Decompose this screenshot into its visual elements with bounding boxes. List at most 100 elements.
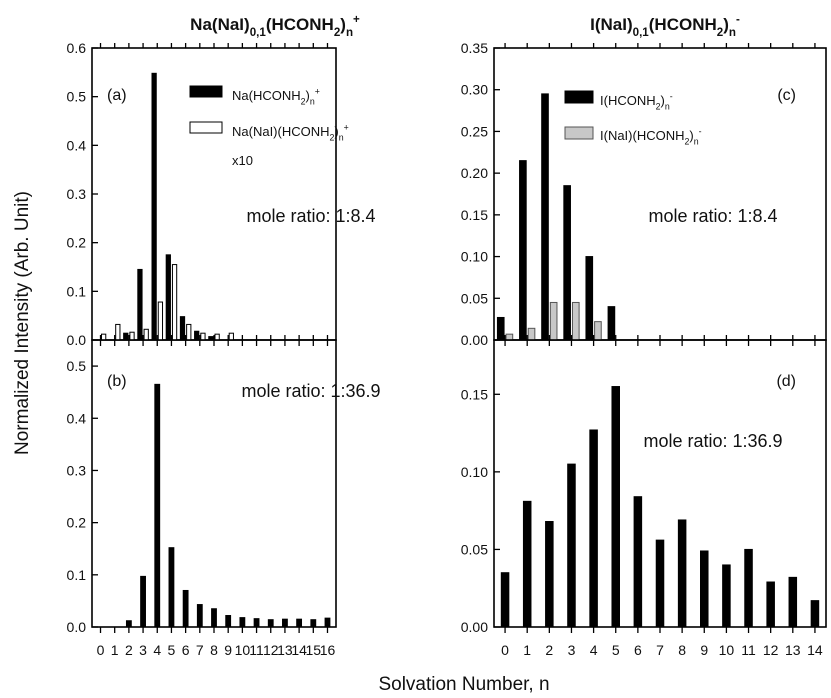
panel-c-y-tick-label: 0.05 bbox=[461, 290, 488, 306]
panel-a-y-tick-label: 0.0 bbox=[67, 332, 87, 348]
panel-a-y-tick-label: 0.2 bbox=[67, 235, 87, 251]
panel-b-bar-s1 bbox=[297, 619, 302, 627]
panel-b-x-tick-label: 7 bbox=[196, 642, 204, 658]
panel-d-bar-s1 bbox=[501, 573, 509, 627]
panel-c-bar-s2 bbox=[595, 322, 602, 340]
panel-c-legend-label-1: I(HCONH2)n- bbox=[600, 92, 673, 112]
panel-d-x-tick-label: 3 bbox=[568, 642, 576, 658]
panels-layer: 0.0 0.1 0.2 0.3 0.4 0.5 0.6 (a) mole ratio: 1:8.… bbox=[67, 13, 826, 658]
panel-a-bar-s1 bbox=[138, 269, 142, 340]
panel-c-y-tick-label: 0.00 bbox=[461, 332, 488, 348]
panel-b-x-tick-label: 16 bbox=[320, 642, 336, 658]
panel-c-bar-s2 bbox=[528, 328, 535, 340]
panel-d-x-tick-label: 7 bbox=[656, 642, 664, 658]
panel-d-bar-s1 bbox=[811, 601, 819, 627]
panel-b-x-tick-label: 9 bbox=[224, 642, 232, 658]
panel-c-bar-s1 bbox=[608, 307, 615, 340]
panel-c-bar-s1 bbox=[586, 257, 593, 340]
panel-a-annotation: mole ratio: 1:8.4 bbox=[246, 206, 375, 226]
panel-c-y-tick-label: 0.15 bbox=[461, 207, 488, 223]
panel-a-bar-s2 bbox=[102, 334, 106, 340]
panel-d-y-tick-label: 0.05 bbox=[461, 541, 488, 557]
panel-b-x-tick-label: 11 bbox=[249, 642, 264, 658]
panel-b-bar-s1 bbox=[155, 384, 160, 627]
panel-c-label: (c) bbox=[777, 87, 796, 104]
panel-c-bar-s2 bbox=[572, 302, 579, 340]
panel-c-y-tick-label: 0.10 bbox=[461, 249, 488, 265]
panel-d-bar-s1 bbox=[789, 577, 797, 627]
panel-d-x-tick-label: 11 bbox=[741, 642, 756, 658]
panel-b-y-tick-label: 0.1 bbox=[67, 567, 87, 583]
panel-c-column-title: I(NaI)0,1(HCONH2)n- bbox=[590, 13, 740, 39]
panel-a-legend-label-1: Na(HCONH2)n+ bbox=[232, 87, 320, 107]
panel-c-legend-swatch-2 bbox=[565, 127, 593, 139]
panel-b-y-tick-label: 0.0 bbox=[67, 619, 87, 635]
panel-a-label: (a) bbox=[107, 87, 127, 104]
panel-d-bar-s1 bbox=[523, 501, 531, 627]
panel-d-bar-s1 bbox=[745, 549, 753, 627]
panel-a-bar-s1 bbox=[166, 255, 170, 340]
panel-d-x-tick-label: 2 bbox=[545, 642, 553, 658]
panel-b-x-tick-label: 5 bbox=[168, 642, 176, 658]
panel-d-x-tick-label: 8 bbox=[678, 642, 686, 658]
panel-c-annotation: mole ratio: 1:8.4 bbox=[648, 206, 777, 226]
panel-a-legend-swatch-2 bbox=[190, 122, 222, 133]
panel-a-bar-s2 bbox=[229, 333, 233, 340]
panel-b-x-tick-label: 3 bbox=[139, 642, 147, 658]
panel-b-x-tick-label: 1 bbox=[111, 642, 119, 658]
panel-a-bar-s2 bbox=[215, 334, 219, 340]
panel-a-legend-swatch-1 bbox=[190, 86, 222, 97]
panel-b-y-tick-label: 0.4 bbox=[67, 410, 87, 426]
panel-b-bar-s1 bbox=[226, 616, 231, 627]
panel-a-y-tick-label: 0.5 bbox=[67, 89, 87, 105]
panel-a-y-tick-label: 0.4 bbox=[67, 137, 87, 153]
panel-b-bar-s1 bbox=[141, 576, 146, 627]
panel-d-x-tick-label: 12 bbox=[763, 642, 779, 658]
panel-b-bar-s1 bbox=[283, 619, 288, 627]
panel-d-x-tick-label: 10 bbox=[719, 642, 735, 658]
panel-d-x-tick-label: 1 bbox=[523, 642, 531, 658]
panel-c-bar-s1 bbox=[542, 94, 549, 340]
panel-b-bar-s1 bbox=[325, 618, 330, 627]
panel-b-bar-s1 bbox=[311, 620, 316, 627]
panel-b-y-tick-label: 0.2 bbox=[67, 515, 87, 531]
panel-d-x-tick-label: 4 bbox=[590, 642, 598, 658]
panel-d-x-tick-label: 5 bbox=[612, 642, 620, 658]
panel-a-bar-s1 bbox=[152, 73, 156, 340]
x-axis-title: Solvation Number, n bbox=[378, 674, 549, 695]
panel-d-x-tick-label: 14 bbox=[807, 642, 823, 658]
panel-b-bar-s1 bbox=[268, 620, 273, 627]
panel-d-x-tick-label: 9 bbox=[700, 642, 708, 658]
panel-c-bar-s1 bbox=[497, 317, 504, 340]
panel-c-y-tick-label: 0.35 bbox=[461, 40, 488, 56]
panel-d-bar-s1 bbox=[612, 387, 620, 627]
panel-d-label: (d) bbox=[776, 373, 796, 390]
panel-b-bar-s1 bbox=[212, 609, 217, 627]
panel-c-y-tick-label: 0.25 bbox=[461, 123, 488, 139]
panel-a-bar-s1 bbox=[180, 317, 184, 340]
panel-c-legend-label-2: I(NaI)(HCONH2)n- bbox=[600, 127, 702, 147]
panel-d-bar-s1 bbox=[656, 540, 664, 627]
panel-d-x-tick-label: 0 bbox=[501, 642, 509, 658]
panel-c-bar-s2 bbox=[506, 334, 513, 340]
panel-d-bar-s1 bbox=[634, 497, 642, 627]
panel-c-legend-swatch-1 bbox=[565, 91, 593, 103]
panel-a-y-tick-label: 0.6 bbox=[67, 40, 87, 56]
panel-b-bar-s1 bbox=[197, 605, 202, 627]
panel-d-bar-s1 bbox=[590, 430, 598, 627]
panel-a-bar-s2 bbox=[172, 265, 176, 340]
panel-b-bar-s1 bbox=[126, 621, 131, 627]
panel-a-y-tick-label: 0.3 bbox=[67, 186, 87, 202]
panel-a-legend-extra: x10 bbox=[232, 153, 253, 168]
panel-b-x-tick-label: 0 bbox=[97, 642, 105, 658]
panel-d-bar-s1 bbox=[701, 551, 709, 627]
panel-b-x-tick-label: 10 bbox=[235, 642, 251, 658]
panel-a-bar-s1 bbox=[124, 333, 128, 340]
panel-a-legend-label-2: Na(NaI)(HCONH2)n+ bbox=[232, 123, 349, 143]
panel-c-bar-s1 bbox=[564, 186, 571, 340]
panel-d-bar-s1 bbox=[546, 522, 554, 627]
panel-b-x-tick-label: 4 bbox=[153, 642, 161, 658]
panel-a-bar-s2 bbox=[201, 333, 205, 340]
panel-a-bar-s2 bbox=[144, 329, 148, 340]
panel-b-x-tick-label: 6 bbox=[182, 642, 190, 658]
